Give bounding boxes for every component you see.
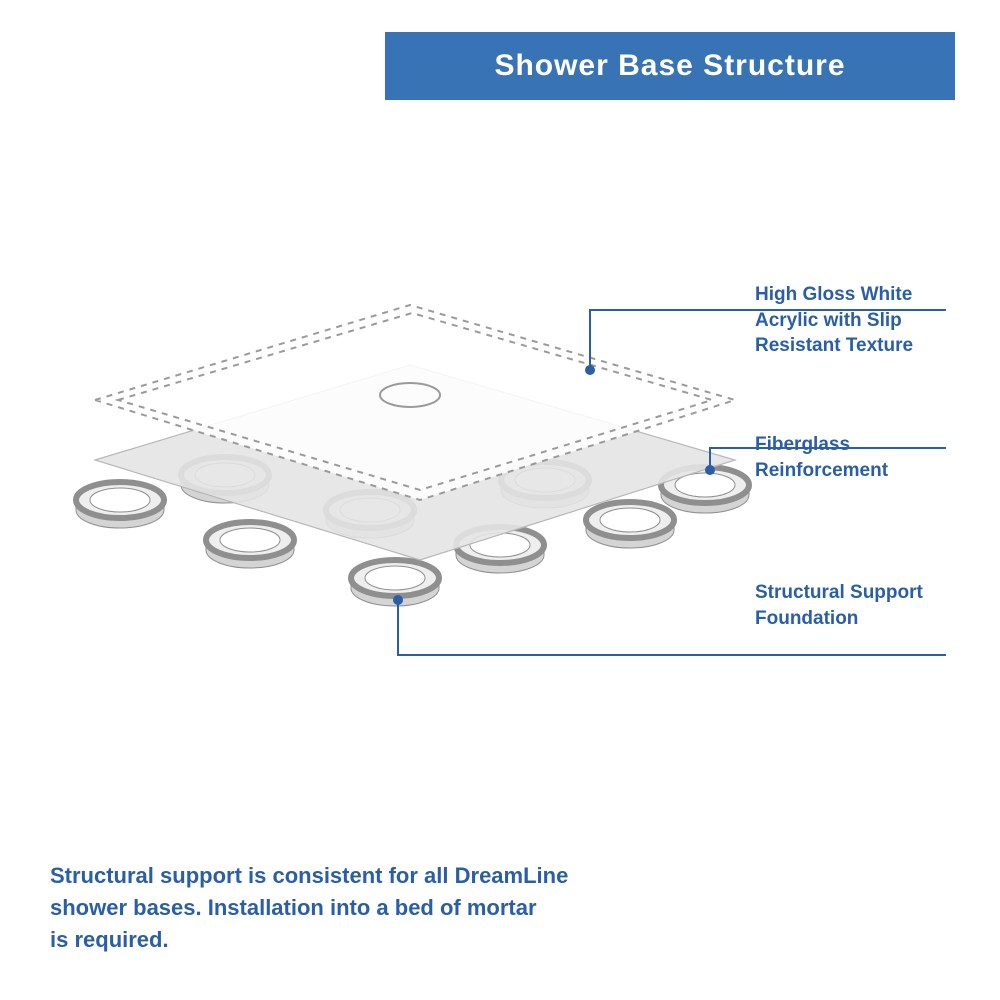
title-text: Shower Base Structure	[494, 49, 845, 83]
footnote-text: Structural support is consistent for all…	[50, 860, 568, 956]
title-bar: Shower Base Structure	[385, 32, 955, 100]
structure-diagram	[0, 0, 1000, 1000]
label-top-layer: High Gloss WhiteAcrylic with SlipResista…	[755, 282, 913, 359]
label-mid-layer: FiberglassReinforcement	[755, 432, 888, 483]
label-foundation: Structural SupportFoundation	[755, 580, 923, 631]
